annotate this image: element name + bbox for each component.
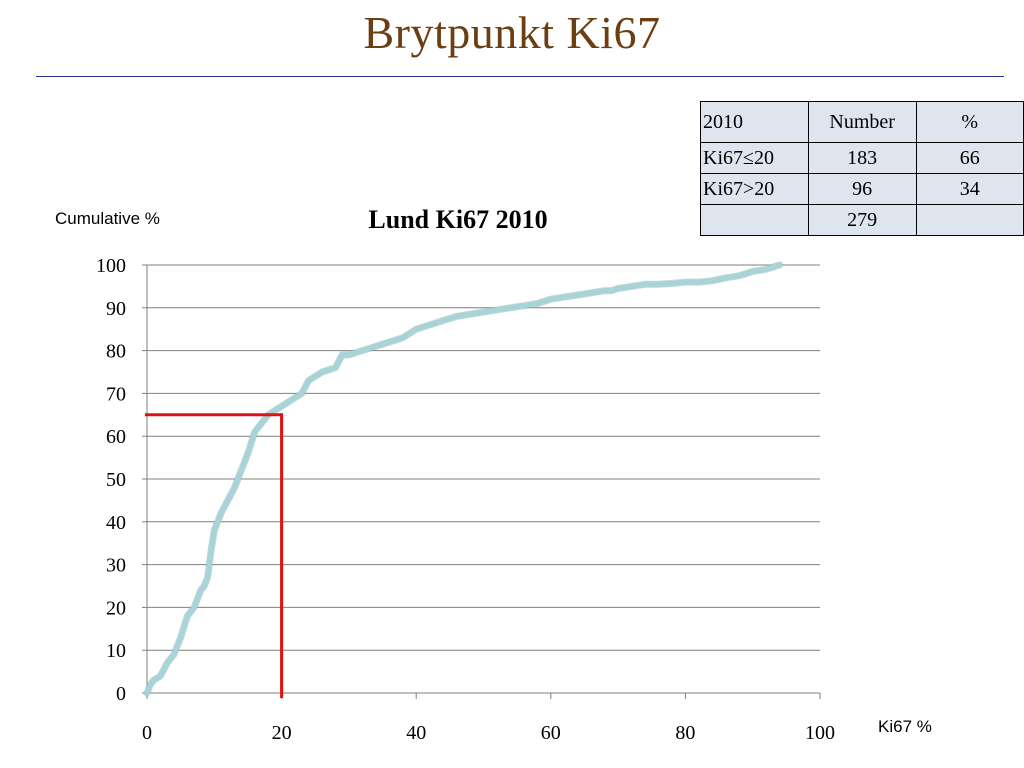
- y-tick-label: 60: [106, 426, 126, 448]
- y-tick-label: 40: [106, 512, 126, 534]
- x-tick-label: 100: [805, 722, 835, 744]
- table-row: Ki67>20 96 34: [700, 173, 1024, 205]
- y-tick-label: 100: [96, 255, 126, 277]
- x-tick-label: 20: [272, 722, 292, 744]
- summary-table-body: 2010 Number% Ki67≤20 183 66 Ki67>20 96 34 279: [700, 101, 1024, 236]
- grid-lines: [147, 264, 820, 651]
- table-header-cell: 2010: [700, 101, 809, 143]
- axes: [142, 264, 821, 699]
- title-divider: [36, 76, 1004, 77]
- annotation-layer: [145, 413, 284, 698]
- y-tick-label: 0: [116, 683, 126, 705]
- x-tick-label: 60: [541, 722, 561, 744]
- chart-title: Lund Ki67 2010: [368, 205, 547, 234]
- table-cell: 279: [807, 204, 917, 236]
- y-tick-label: 20: [106, 597, 126, 619]
- x-tick-label: 80: [675, 722, 695, 744]
- y-tick-label: 70: [106, 383, 126, 405]
- table-cell: 183: [807, 142, 917, 174]
- y-tick-label: 50: [106, 469, 126, 491]
- table-cell: 34: [915, 173, 1024, 205]
- table-row: 279: [700, 204, 1024, 236]
- table-header-cell: %: [915, 101, 1024, 143]
- x-tick-label: 40: [406, 722, 426, 744]
- x-tick-label: 0: [142, 722, 152, 744]
- series-layer: [143, 261, 784, 697]
- y-tick-label: 80: [106, 341, 126, 363]
- y-tick-label: 90: [106, 298, 126, 320]
- y-tick-label: 10: [106, 640, 126, 662]
- tick-labels: 0 10 20 30 40 50 60 70 80 90 100 0 20 40 60 80 100: [96, 255, 835, 744]
- table-header-row: 2010 Number%: [700, 101, 1024, 143]
- table-cell: Ki67≤20: [700, 142, 809, 174]
- table-cell: 96: [807, 173, 917, 205]
- table-cell: Ki67>20: [700, 173, 809, 205]
- table-cell: [700, 204, 809, 236]
- series-line: [144, 262, 783, 696]
- table-cell: [915, 204, 1024, 236]
- y-tick-label: 30: [106, 555, 126, 577]
- table-header-cell: Number: [807, 101, 917, 143]
- summary-table: 2010 Number% Ki67≤20 183 66 Ki67>20 96 34 279: [700, 101, 1024, 236]
- y-axis-caption: Cumulative %: [55, 209, 160, 228]
- table-row: Ki67≤20 183 66: [700, 142, 1024, 174]
- x-axis-caption: Ki67 %: [878, 717, 932, 736]
- slide-title: Brytpunkt Ki67: [363, 7, 661, 58]
- table-cell: 66: [915, 142, 1024, 174]
